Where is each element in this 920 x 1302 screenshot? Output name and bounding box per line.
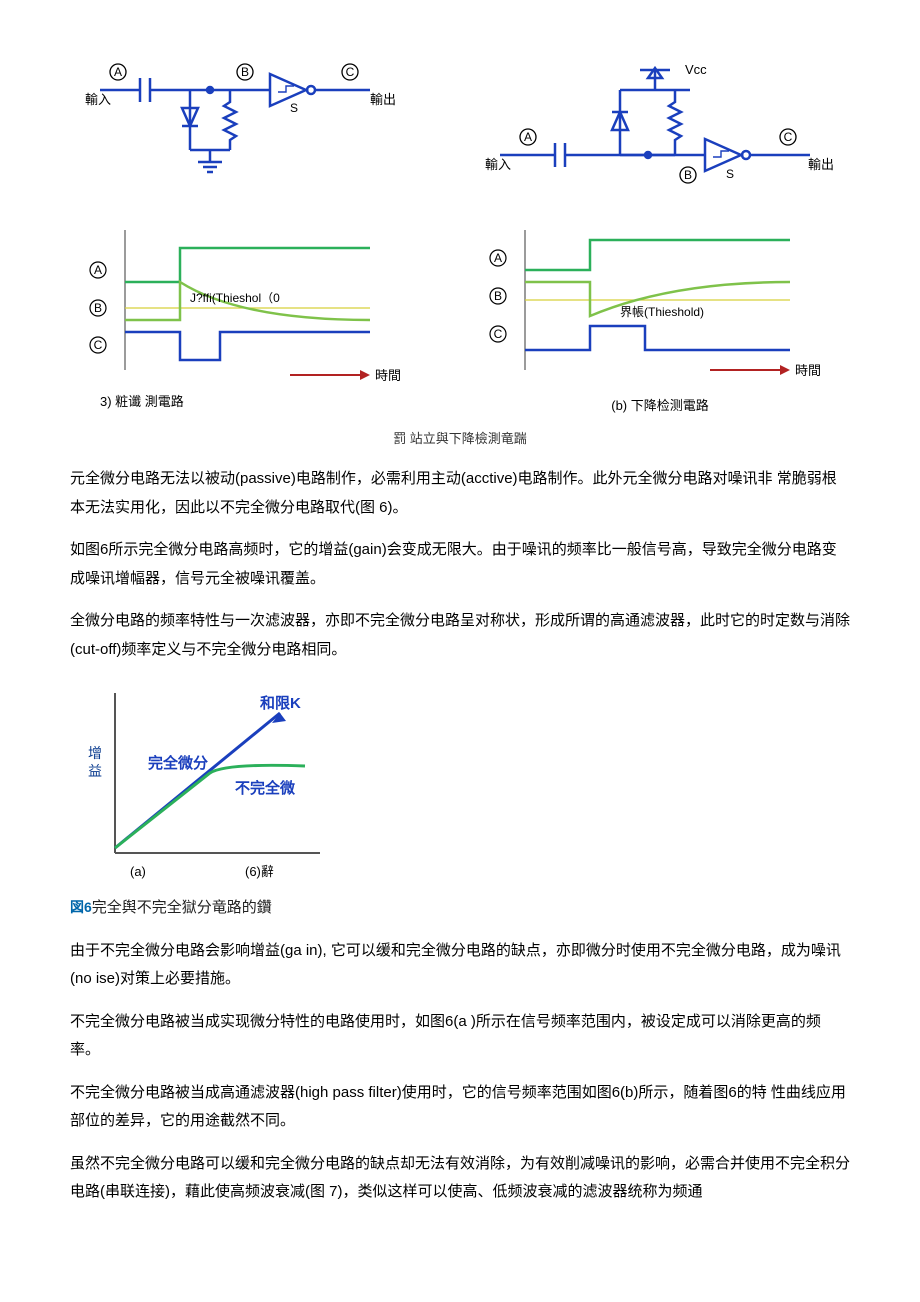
fig6-ylabel-1: 增	[88, 745, 102, 761]
subcaption-left: 3) 粧谶 測電路	[70, 390, 430, 415]
fig6-ylabel-2: 益	[88, 763, 102, 779]
svg-text:B: B	[494, 289, 502, 303]
svg-text:A: A	[114, 65, 122, 79]
paragraph-5: 不完全微分电路被当成实现微分特性的电路使用时，如图6(a )所示在信号频率范围内…	[70, 1008, 850, 1065]
fig6-line1-label: 完全微分	[148, 754, 208, 772]
fig6-line2-label: 不完全微	[235, 779, 296, 797]
input-label: 輸入	[85, 92, 111, 107]
fig6-xb: (6)辭	[245, 864, 274, 879]
circuit-right-schematic: Vcc A B C 輸入 S 輸出	[470, 60, 850, 220]
paragraph-2: 如图6所示完全微分电路高频时，它的增益(gain)会变成无限大。由于噪讯的频率比…	[70, 536, 850, 593]
fig6-caption: 図6完全舆不完全獄分竜路的鑽	[70, 894, 850, 923]
svg-text:B: B	[684, 168, 692, 182]
fig6-caption-text: 完全舆不完全獄分竜路的鑽	[92, 899, 272, 916]
threshold-label-left: J?ffi(Thieshol（0	[190, 291, 280, 305]
svg-text:C: C	[494, 327, 503, 341]
circuit-left-waves: A B C J?ffi(Thieshol（0 時間	[70, 220, 430, 390]
subcaption-right: (b) 下降检测電路	[470, 394, 850, 419]
input-label-r: 輸入	[485, 157, 511, 172]
circuit-main-caption: 罰 站立與下降檢測竜踹	[70, 427, 850, 452]
fig6-xa: (a)	[130, 864, 146, 879]
circuit-right: Vcc A B C 輸入 S 輸出 A B C 界帳(Thieshold)	[470, 60, 850, 419]
fig6-caption-pre: 図6	[70, 899, 92, 915]
svg-text:A: A	[94, 263, 102, 277]
svg-text:B: B	[241, 65, 249, 79]
paragraph-7: 虽然不完全微分电路可以缓和完全微分电路的缺点却无法有效消除，为有效削减噪讯的影响…	[70, 1150, 850, 1207]
svg-text:A: A	[524, 130, 532, 144]
paragraph-6: 不完全微分电路被当成高通滤波器(high pass filter)使用时，它的信…	[70, 1079, 850, 1136]
fig6-limit-label: 和限K	[260, 695, 301, 712]
threshold-label-right: 界帳(Thieshold)	[620, 305, 704, 319]
svg-text:C: C	[94, 338, 103, 352]
fig6-chart: 增 益 和限K 完全微分 不完全微 (a) (6)辭	[70, 678, 850, 888]
time-label-left: 時間	[375, 368, 401, 383]
output-label: 輸出	[370, 92, 396, 107]
paragraph-4: 由于不完全微分电路会影响增益(ga in), 它可以缓和完全微分电路的缺点，亦即…	[70, 937, 850, 994]
time-label-right: 時間	[795, 363, 821, 378]
svg-text:A: A	[494, 251, 502, 265]
paragraph-3: 全微分电路的频率特性与一次滤波器，亦即不完全微分电路呈对称状，形成所谓的高通滤波…	[70, 607, 850, 664]
output-label-r: 輸出	[808, 157, 834, 172]
vcc-label: Vcc	[685, 62, 707, 77]
circuit-figure-row: A B C 輸入 S 輸出 A B C J?ffi(Thi	[70, 60, 850, 419]
paragraph-1: 元全微分电路无法以被动(passive)电路制作，必需利用主动(acctive)…	[70, 465, 850, 522]
gate-s-label-r: S	[726, 167, 734, 181]
svg-text:B: B	[94, 301, 102, 315]
svg-text:C: C	[784, 130, 793, 144]
gate-s-label: S	[290, 101, 298, 115]
svg-text:C: C	[346, 65, 355, 79]
circuit-left: A B C 輸入 S 輸出 A B C J?ffi(Thi	[70, 60, 430, 419]
circuit-right-waves: A B C 界帳(Thieshold) 時間	[470, 220, 850, 390]
circuit-left-schematic: A B C 輸入 S 輸出	[70, 60, 430, 220]
